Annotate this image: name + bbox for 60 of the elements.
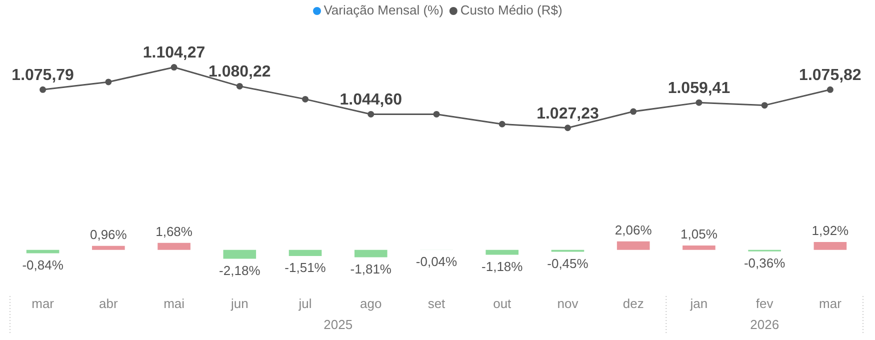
data-label: -1,18% xyxy=(482,258,524,274)
data-label: 1.059,41 xyxy=(668,80,730,97)
data-label: 1.027,23 xyxy=(536,105,599,122)
x-tick-label: set xyxy=(428,296,446,311)
text: 2026 xyxy=(750,317,780,332)
x-tick-label: abr xyxy=(99,296,118,311)
data-label: -1,51% xyxy=(284,260,326,276)
point xyxy=(40,86,46,93)
point xyxy=(696,99,702,106)
bar xyxy=(814,242,847,250)
legend-label: Custo Médio (R$) xyxy=(460,2,562,18)
data-label: 1.044,60 xyxy=(340,92,402,109)
point xyxy=(564,124,571,132)
point xyxy=(761,102,768,109)
data-label: 2,06% xyxy=(614,222,652,238)
data-label: 0,96% xyxy=(90,226,128,242)
bar xyxy=(158,242,190,250)
x-tick-label: nov xyxy=(557,296,579,311)
data-label: -0,36% xyxy=(744,255,786,270)
data-label: -2,18% xyxy=(219,262,261,278)
data-label: 1.080,22 xyxy=(208,64,271,81)
bar xyxy=(26,250,60,254)
point xyxy=(630,108,637,115)
x-tick-label: dez xyxy=(622,296,644,311)
x-tick-label: jul xyxy=(298,296,312,311)
x-tick-label: fev xyxy=(756,296,774,311)
text: 2025 xyxy=(324,317,353,332)
point xyxy=(105,78,112,86)
point xyxy=(826,86,834,93)
bar xyxy=(486,250,519,255)
data-label: 1,92% xyxy=(812,223,850,238)
x-tick-label: mar xyxy=(32,296,55,311)
point xyxy=(433,110,440,118)
text: Variação Mensal (%) xyxy=(324,2,444,18)
data-label: -0,04% xyxy=(416,254,458,270)
data-label: 1,68% xyxy=(156,224,193,240)
point xyxy=(368,110,374,118)
x-tick-label: mai xyxy=(164,296,185,311)
data-label: 1.075,79 xyxy=(12,67,74,84)
bar xyxy=(354,250,388,258)
data-label: -0,45% xyxy=(547,256,589,271)
point xyxy=(498,120,506,128)
point xyxy=(170,64,178,71)
x-tick-label: mar xyxy=(818,296,842,311)
bar xyxy=(223,250,256,259)
data-label: -0,84% xyxy=(22,257,64,272)
data-label: 1,05% xyxy=(680,226,718,242)
bar xyxy=(616,241,650,250)
data-label: 1.075,82 xyxy=(799,67,862,84)
x-tick-label: out xyxy=(493,296,512,311)
point xyxy=(236,82,243,90)
x-tick-label: jun xyxy=(230,296,248,311)
bar xyxy=(682,246,716,250)
x-tick-label: jan xyxy=(689,296,708,311)
bar xyxy=(92,246,125,250)
data-label: 1.104,27 xyxy=(142,44,206,62)
x-tick-label: ago xyxy=(360,296,382,311)
bar xyxy=(288,250,322,256)
data-label: -1,81% xyxy=(350,261,392,276)
point xyxy=(302,96,309,102)
